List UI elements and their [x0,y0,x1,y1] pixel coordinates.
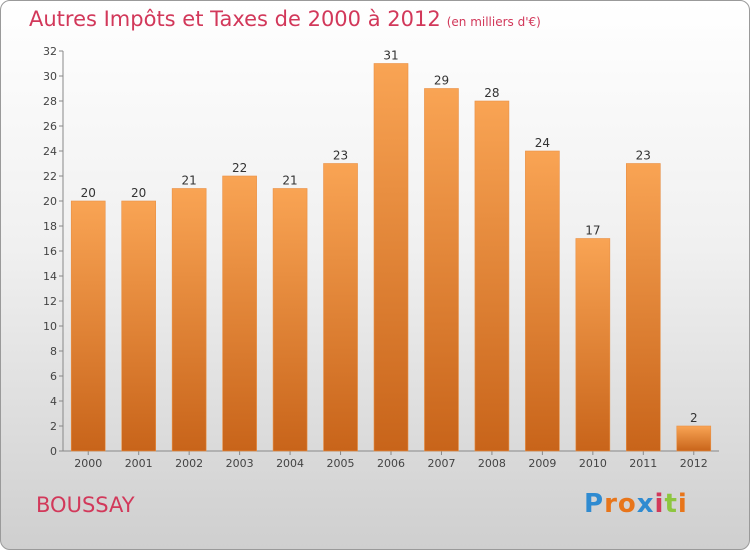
logo-letter: i [654,489,665,519]
x-tick-label: 2009 [528,457,556,470]
bar-value-label: 21 [182,174,197,188]
logo-letter: P [584,489,605,519]
bar [171,188,207,452]
logo-letter: i [677,489,688,519]
commune-name: BOUSSAY [36,493,135,517]
bar [222,175,257,452]
bar [70,200,106,452]
x-tick-label: 2006 [377,457,405,470]
chart-title-text: Autres Impôts et Taxes de 2000 à 2012 [29,7,441,31]
y-tick-label: 8 [50,345,57,358]
x-tick-label: 2011 [629,457,657,470]
bar [525,150,560,452]
y-tick-label: 32 [43,45,57,58]
bar [323,163,358,452]
bar-value-label: 22 [232,161,247,175]
bar [272,188,308,452]
x-tick-label: 2005 [327,457,355,470]
bar-value-label: 20 [131,186,146,200]
y-tick-label: 0 [50,445,57,458]
bar-value-label: 21 [282,174,297,188]
bar-value-label: 28 [484,86,499,100]
y-tick-label: 10 [43,320,57,333]
bar [626,163,661,452]
bar [424,88,459,452]
chart-title: Autres Impôts et Taxes de 2000 à 2012 (en… [29,7,541,31]
y-tick-label: 22 [43,170,57,183]
y-tick-label: 18 [43,220,57,233]
bar-value-label: 29 [434,74,449,88]
y-tick-label: 26 [43,120,57,133]
x-tick-label: 2007 [427,457,455,470]
y-tick-label: 12 [43,295,57,308]
bar-value-label: 24 [535,136,550,150]
bar [373,63,409,452]
bar [474,100,510,452]
y-tick-label: 20 [43,195,57,208]
x-tick-label: 2001 [125,457,153,470]
logo-letter: x [636,489,655,519]
y-tick-label: 30 [43,70,57,83]
y-tick-label: 24 [43,145,57,158]
logo-letter: t [664,489,678,519]
logo-letter: r [604,489,618,519]
y-tick-label: 16 [43,245,57,258]
y-tick-label: 14 [43,270,57,283]
bar [121,200,156,452]
bar-value-label: 23 [636,149,651,163]
y-tick-label: 6 [50,370,57,383]
chart-unit: (en milliers d'€) [446,15,541,29]
x-tick-label: 2012 [680,457,708,470]
x-tick-label: 2000 [74,457,102,470]
y-tick-label: 4 [50,395,57,408]
bar [575,238,611,452]
bar-value-label: 17 [585,224,600,238]
x-tick-label: 2003 [226,457,254,470]
x-tick-label: 2010 [579,457,607,470]
bar-value-label: 20 [81,186,96,200]
x-tick-label: 2002 [175,457,203,470]
bar-value-label: 23 [333,149,348,163]
logo-letter: o [617,489,637,519]
bar [676,425,712,452]
proxiti-logo: Proxiti [584,489,688,519]
y-tick-label: 28 [43,95,57,108]
y-tick-label: 2 [50,420,57,433]
bar-value-label: 2 [690,411,698,425]
bar-value-label: 31 [383,49,398,63]
x-tick-label: 2004 [276,457,304,470]
x-tick-label: 2008 [478,457,506,470]
